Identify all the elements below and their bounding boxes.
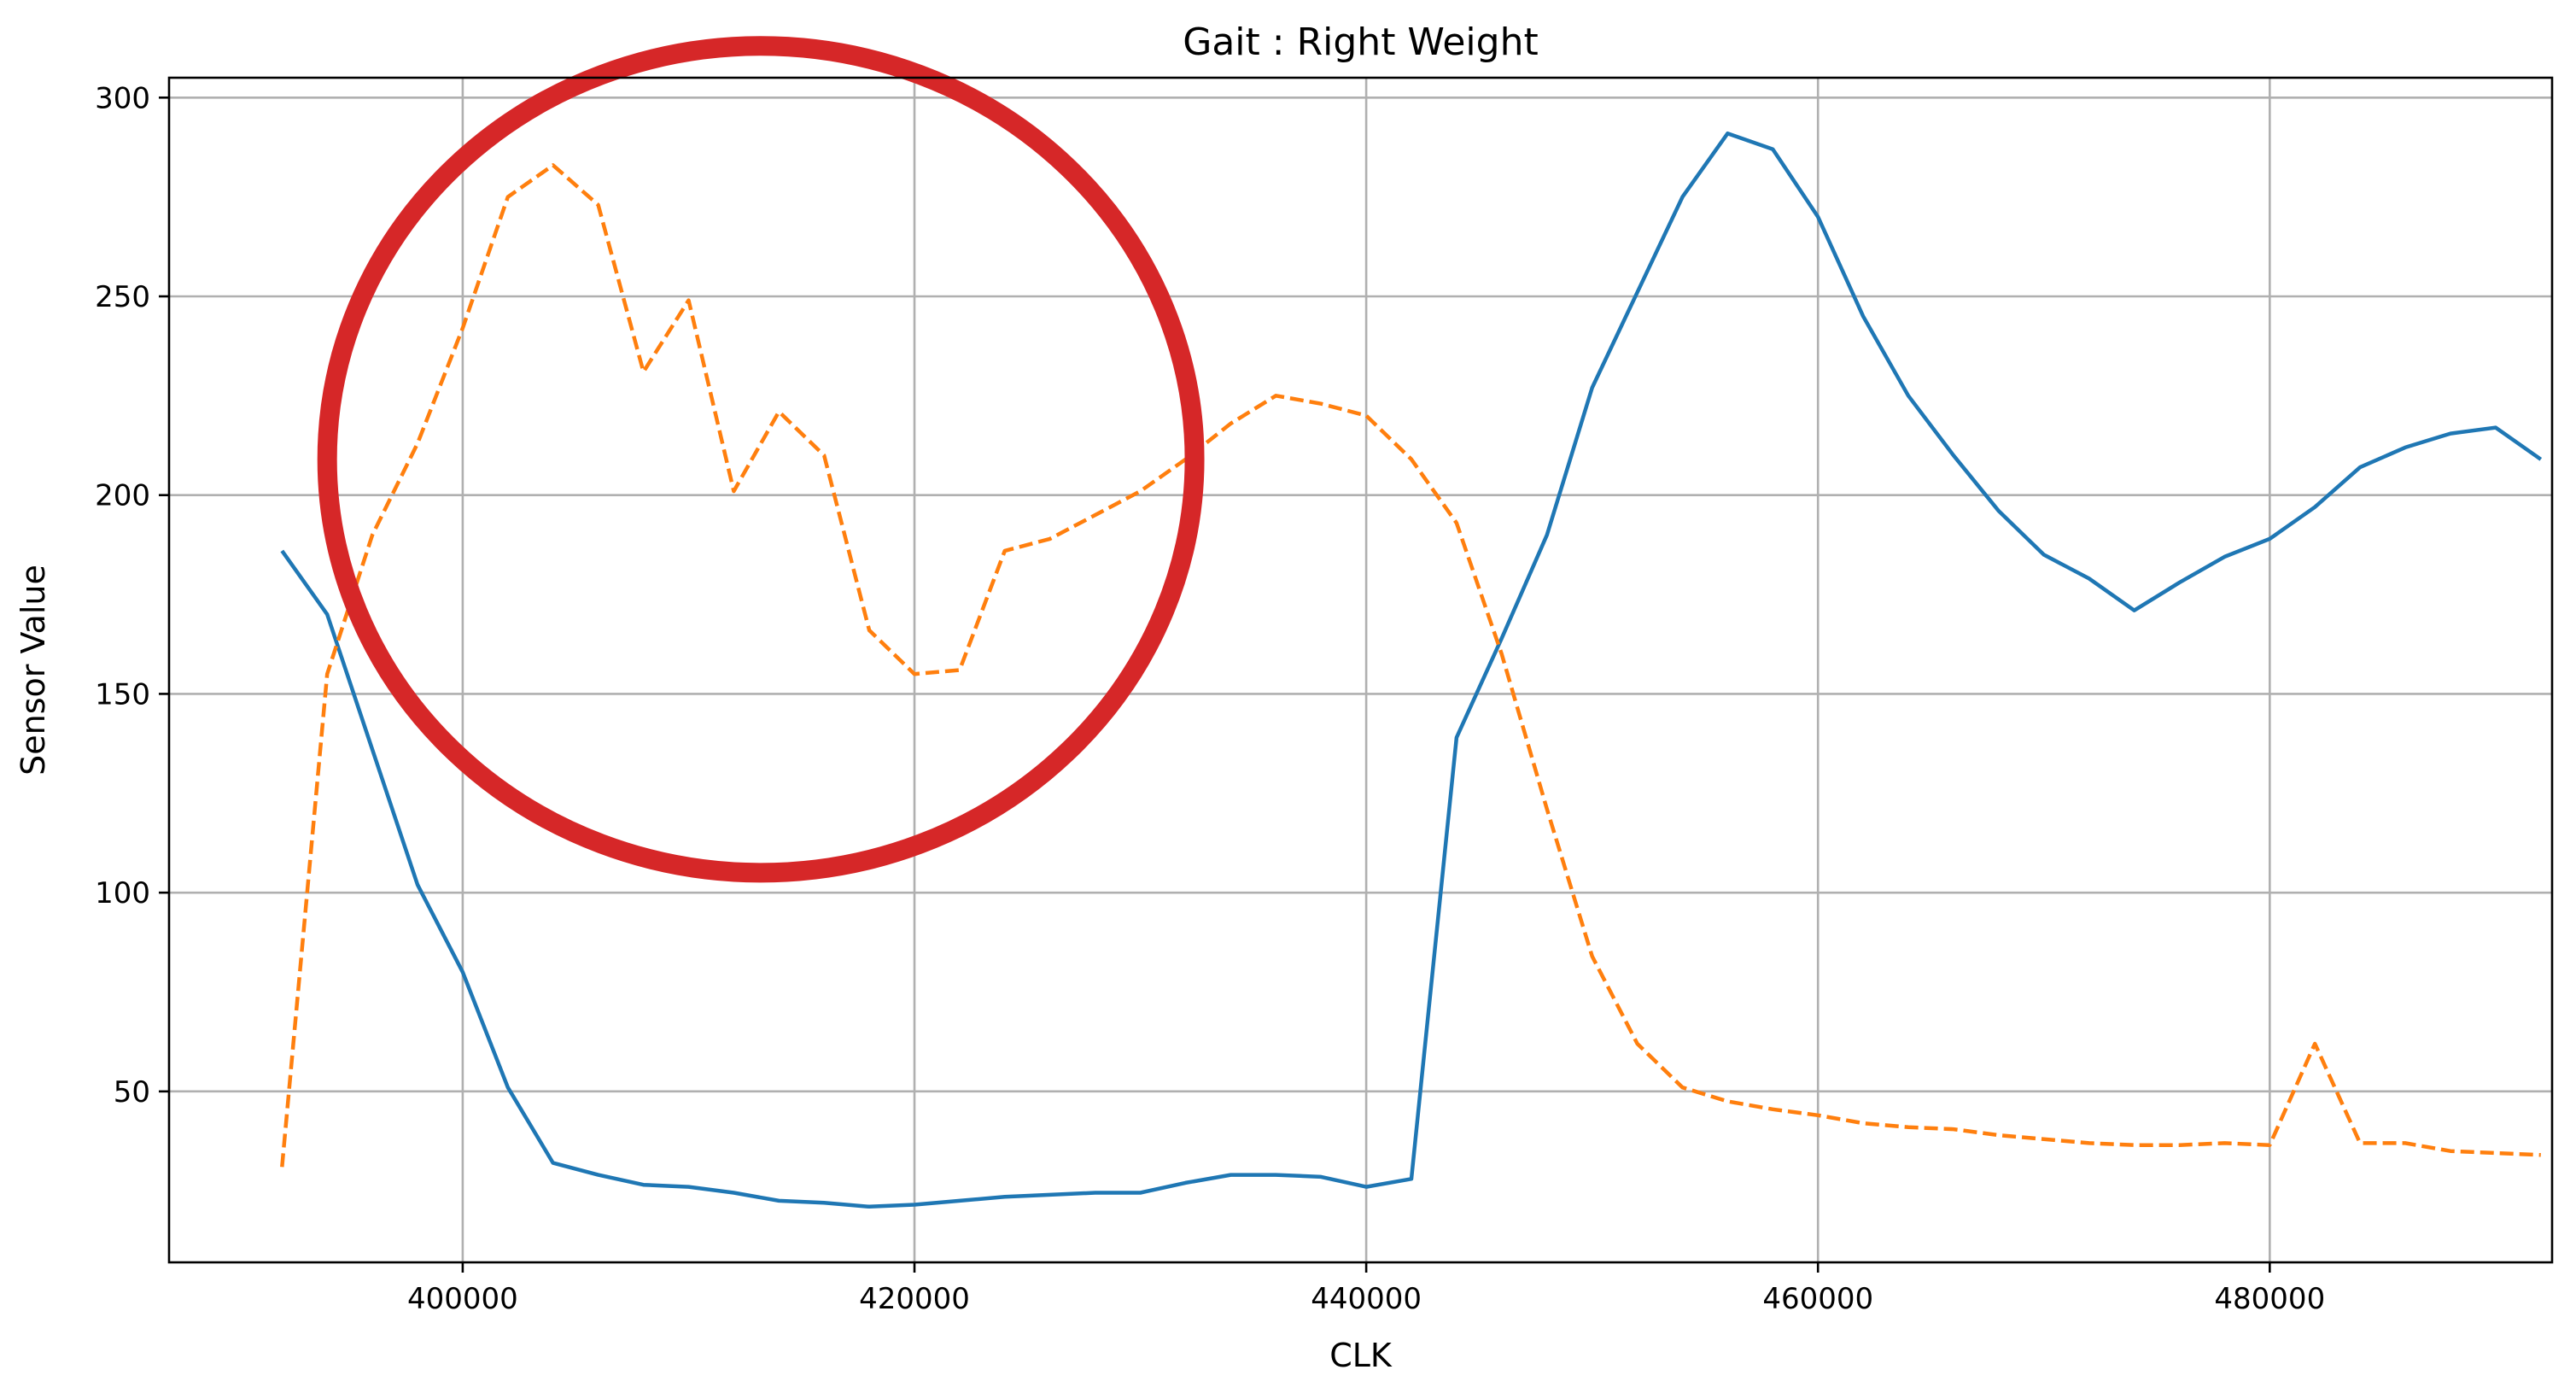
y-tick-label: 200 <box>95 479 150 513</box>
x-axis-label: CLK <box>1329 1337 1393 1374</box>
grid-lines <box>169 78 2552 1262</box>
annotation-layer <box>317 36 1205 883</box>
series-line-1 <box>280 131 2543 1209</box>
y-tick-label: 250 <box>95 280 150 314</box>
highlight-circle <box>317 36 1205 883</box>
y-tick-label: 150 <box>95 677 150 711</box>
x-tick-label: 440000 <box>1311 1282 1422 1316</box>
y-axis-label: Sensor Value <box>15 565 52 776</box>
y-tick-label: 300 <box>95 81 150 115</box>
y-tick-label: 100 <box>95 876 150 910</box>
y-tick-label: 50 <box>114 1075 150 1109</box>
x-tick-label: 480000 <box>2214 1282 2325 1316</box>
x-tick-label: 460000 <box>1762 1282 1873 1316</box>
axis-ticks: 400000 420000 440000 460000 480000 50 100 150 20… <box>95 81 2325 1316</box>
chart-title: Gait : Right Weight <box>1183 20 1538 64</box>
plot-frame <box>167 76 2554 1264</box>
series-layer <box>280 131 2543 1209</box>
x-tick-label: 420000 <box>859 1282 970 1316</box>
x-tick-label: 400000 <box>407 1282 518 1316</box>
series-line-2 <box>280 163 2541 1168</box>
